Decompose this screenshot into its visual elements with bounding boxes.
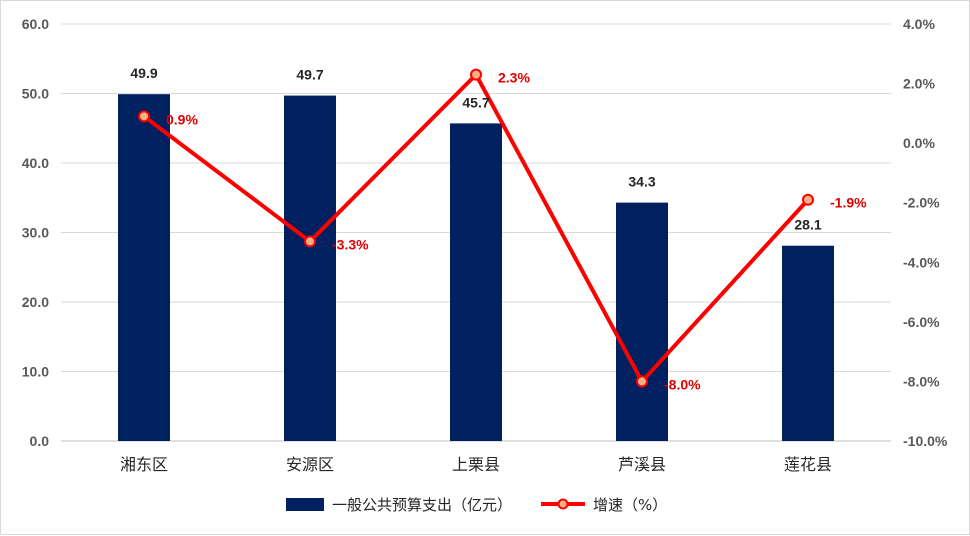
y-left-tick-label: 50.0 (22, 86, 49, 102)
x-category-label: 上栗县 (452, 455, 500, 474)
y-left-tick-label: 0.0 (30, 433, 50, 449)
x-axis: 湘东区 安源区 上栗县 芦溪县 莲花县 (120, 455, 832, 474)
y-right-tick-label: -10.0% (903, 433, 948, 449)
line-data-label: -1.9% (830, 195, 867, 211)
bar-data-label: 45.7 (462, 94, 489, 110)
x-category-label: 湘东区 (120, 455, 168, 474)
bar-data-label: 49.7 (296, 67, 323, 83)
line-point (304, 235, 316, 248)
line-point (138, 110, 150, 123)
legend-swatch-marker (557, 498, 569, 510)
bar (284, 95, 336, 442)
line-data-label: -3.3% (332, 236, 369, 252)
bar-data-label: 28.1 (794, 217, 821, 233)
bar (616, 202, 668, 441)
bar-data-label: 34.3 (628, 174, 655, 190)
bar-data-label: 49.9 (130, 65, 157, 81)
line-data-label: -8.0% (664, 376, 701, 392)
y-right-tick-label: 4.0% (903, 16, 935, 32)
y-axis-right: -10.0% -8.0% -6.0% -4.0% -2.0% 0.0% 2.0% 4.0% (903, 16, 948, 449)
legend: 一般公共预算支出（亿元） 增速（%） (286, 496, 667, 514)
legend-label-line: 增速（%） (593, 496, 667, 514)
y-left-tick-label: 20.0 (22, 294, 49, 310)
line-data-label: 2.3% (498, 70, 530, 86)
data-labels: 49.9 49.7 45.7 34.3 28.1 0.9% -3.3% 2.3% -8.0% -1… (130, 65, 867, 392)
y-right-tick-label: -8.0% (903, 373, 940, 389)
line-series (138, 68, 814, 388)
line-point (802, 193, 814, 206)
y-axis-left: 0.0 10.0 20.0 30.0 40.0 50.0 60.0 (22, 16, 49, 449)
line-point (470, 68, 482, 81)
line-data-label: 0.9% (166, 111, 198, 127)
y-left-tick-label: 60.0 (22, 16, 49, 32)
bar-series (118, 94, 834, 442)
y-left-tick-label: 40.0 (22, 155, 49, 171)
bar (782, 245, 834, 441)
legend-swatch-bar (286, 498, 324, 511)
y-right-tick-label: 0.0% (903, 135, 935, 151)
bar (118, 94, 170, 441)
line-point (636, 375, 648, 388)
y-left-tick-label: 30.0 (22, 225, 49, 241)
y-right-tick-label: -6.0% (903, 314, 940, 330)
y-right-tick-label: -2.0% (903, 195, 940, 211)
x-category-label: 芦溪县 (618, 455, 666, 474)
y-right-tick-label: -4.0% (903, 254, 940, 270)
x-category-label: 莲花县 (784, 455, 832, 474)
y-left-tick-label: 10.0 (22, 364, 49, 380)
x-category-label: 安源区 (286, 455, 334, 474)
y-right-tick-label: 2.0% (903, 76, 935, 92)
bar (450, 123, 502, 441)
legend-label-bar: 一般公共预算支出（亿元） (332, 496, 512, 514)
